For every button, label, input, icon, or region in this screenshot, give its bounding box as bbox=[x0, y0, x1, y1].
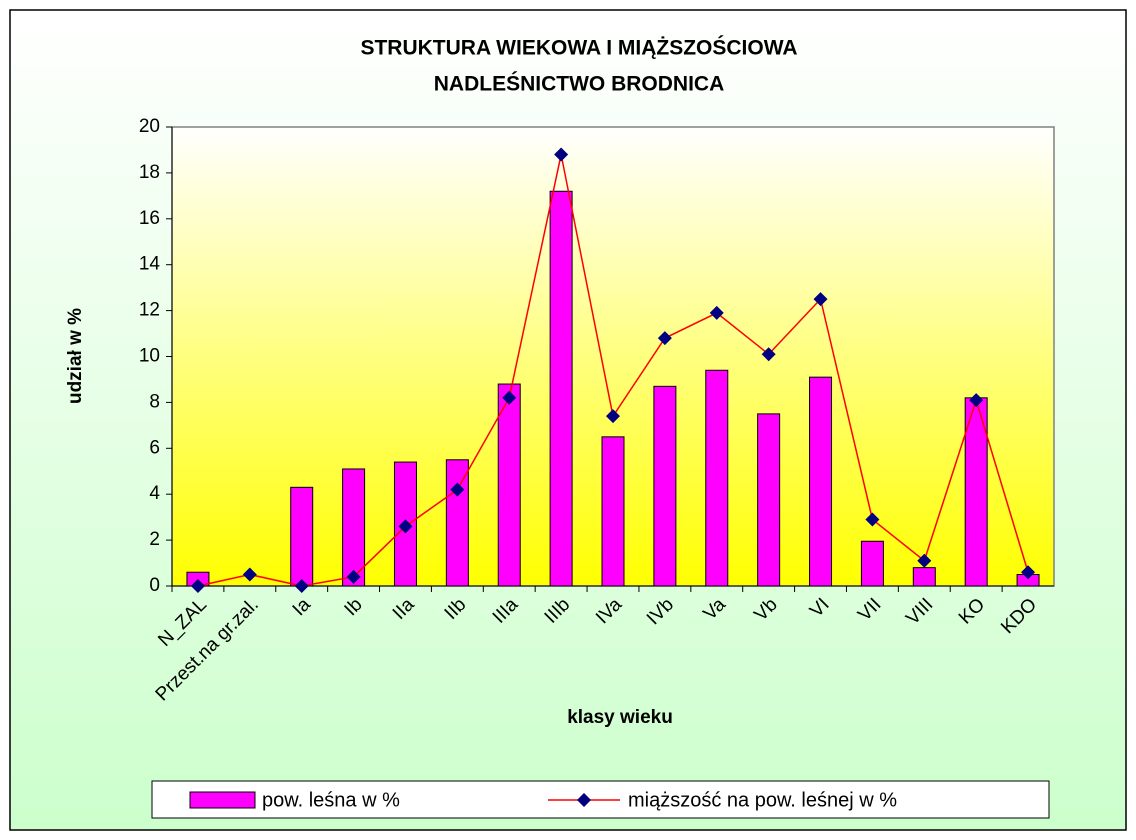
bar bbox=[705, 369, 729, 587]
chart-title: NADLEŚNICTWO BRODNICA bbox=[434, 72, 724, 96]
marker bbox=[242, 567, 257, 582]
bar bbox=[549, 190, 573, 587]
bar bbox=[860, 540, 884, 587]
marker bbox=[657, 331, 672, 346]
marker bbox=[709, 305, 724, 320]
marker bbox=[917, 553, 932, 568]
marker bbox=[813, 292, 828, 307]
legend-marker bbox=[577, 793, 591, 807]
y-tick-label: 6 bbox=[149, 437, 160, 458]
y-tick-label: 4 bbox=[149, 483, 160, 504]
y-tick-label: 10 bbox=[139, 346, 160, 367]
bar bbox=[342, 468, 366, 587]
y-tick-label: 18 bbox=[139, 162, 160, 183]
y-tick-label: 12 bbox=[139, 300, 160, 321]
marker bbox=[450, 482, 465, 497]
y-tick-label: 0 bbox=[149, 575, 160, 596]
bar bbox=[653, 385, 677, 587]
y-tick-label: 2 bbox=[149, 529, 160, 550]
marker bbox=[294, 579, 309, 593]
bar bbox=[912, 567, 936, 587]
legend-label: miąższość na pow. leśnej w % bbox=[628, 789, 897, 811]
bar bbox=[445, 459, 469, 587]
marker bbox=[346, 569, 361, 584]
bar bbox=[290, 486, 314, 587]
bar bbox=[809, 376, 833, 587]
bar bbox=[601, 436, 625, 587]
y-axis-title: udział w % bbox=[65, 308, 86, 404]
y-tick-label: 16 bbox=[139, 208, 160, 229]
marker bbox=[398, 519, 413, 534]
legend-swatch bbox=[189, 791, 256, 809]
chart-title: STRUKTURA WIEKOWA I MIĄŻSZOŚCIOWA bbox=[360, 36, 797, 60]
marker bbox=[761, 347, 776, 362]
marker bbox=[969, 393, 984, 408]
y-tick-label: 14 bbox=[139, 254, 161, 275]
bar bbox=[757, 413, 781, 587]
marker bbox=[1021, 565, 1036, 580]
bar bbox=[497, 383, 521, 587]
legend-label: pow. leśna w % bbox=[262, 789, 400, 811]
marker bbox=[865, 512, 880, 527]
y-tick-label: 8 bbox=[149, 391, 160, 412]
marker bbox=[554, 147, 569, 162]
x-axis-title: klasy wieku bbox=[567, 707, 673, 728]
marker bbox=[190, 579, 205, 593]
marker bbox=[606, 409, 620, 424]
y-tick-label: 20 bbox=[139, 116, 160, 137]
marker bbox=[502, 390, 517, 405]
